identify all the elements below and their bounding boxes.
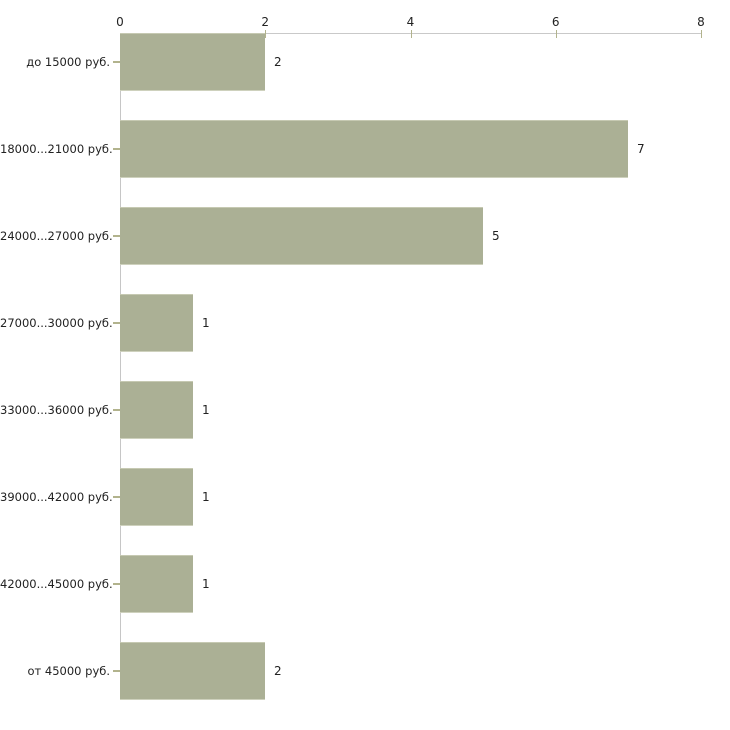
- value-label: 1: [202, 577, 210, 591]
- category-label: 39000...42000 руб.: [0, 490, 113, 504]
- x-tick-mark: [265, 30, 267, 38]
- x-tick-label: 4: [406, 15, 415, 29]
- value-label: 2: [274, 55, 282, 69]
- category-label: до 15000 руб.: [26, 55, 110, 69]
- value-label: 1: [202, 403, 210, 417]
- value-label: 2: [274, 664, 282, 678]
- category-label: от 45000 руб.: [27, 664, 110, 678]
- bar: [120, 642, 265, 700]
- bar: [120, 294, 193, 352]
- category-label: 33000...36000 руб.: [0, 403, 113, 417]
- value-label: 7: [637, 142, 645, 156]
- bar: [120, 468, 193, 526]
- value-label: 5: [492, 229, 500, 243]
- y-tick-mark: [113, 61, 120, 63]
- bar: [120, 120, 628, 178]
- category-label: 24000...27000 руб.: [0, 229, 113, 243]
- category-label: 42000...45000 руб.: [0, 577, 113, 591]
- x-tick-mark: [555, 30, 557, 38]
- bar: [120, 207, 483, 265]
- x-tick-label: 0: [116, 15, 124, 29]
- value-label: 1: [202, 316, 210, 330]
- y-tick-mark: [113, 148, 120, 150]
- y-tick-mark: [113, 409, 120, 411]
- y-tick-mark: [113, 583, 120, 585]
- y-tick-mark: [113, 496, 120, 498]
- y-tick-mark: [113, 670, 120, 672]
- bar: [120, 33, 265, 91]
- y-tick-mark: [113, 322, 120, 324]
- x-tick-label: 6: [551, 15, 560, 29]
- x-tick-mark: [701, 30, 702, 38]
- category-label: 18000...21000 руб.: [0, 142, 113, 156]
- value-label: 1: [202, 490, 210, 504]
- category-label: 27000...30000 руб.: [0, 316, 113, 330]
- y-axis-line: [120, 33, 121, 700]
- bar: [120, 381, 193, 439]
- x-tick-label: 2: [261, 15, 270, 29]
- x-tick-label: 8: [697, 15, 705, 29]
- y-tick-mark: [113, 235, 120, 237]
- x-tick-mark: [410, 30, 412, 38]
- bar: [120, 555, 193, 613]
